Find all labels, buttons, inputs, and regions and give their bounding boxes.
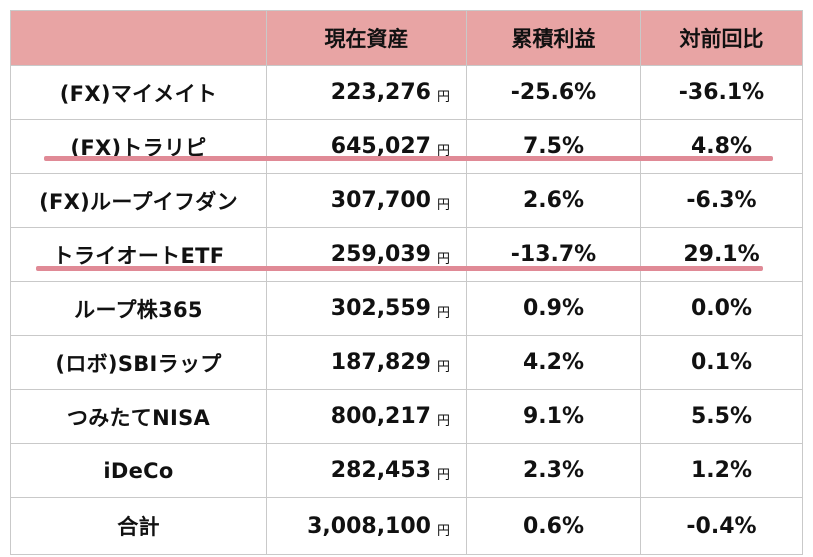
row-vs-previous: -6.3% (640, 173, 803, 228)
asset-value: 645,027 (330, 134, 431, 159)
table-row: トライオートETF 259,039 円 -13.7% 29.1% (10, 227, 803, 282)
row-name: (FX)マイメイト (10, 65, 267, 120)
row-vs-previous: 0.0% (640, 281, 803, 336)
yen-unit: 円 (436, 523, 450, 539)
table-row: (ロボ)SBIラップ 187,829 円 4.2% 0.1% (10, 335, 803, 390)
row-name: (FX)ループイフダン (10, 173, 267, 228)
table-row: iDeCo 282,453 円 2.3% 1.2% (10, 443, 803, 498)
asset-value: 3,008,100 (307, 513, 431, 539)
table-row: (FX)ループイフダン 307,700 円 2.6% -6.3% (10, 173, 803, 228)
row-cumulative-profit: 4.2% (466, 335, 641, 390)
row-cumulative-profit: 2.3% (466, 443, 641, 498)
row-current-assets: 800,217 円 (266, 389, 467, 444)
row-vs-previous: 29.1% (640, 227, 803, 282)
yen-unit: 円 (436, 144, 450, 159)
yen-unit: 円 (436, 414, 450, 429)
portfolio-table: 現在資産 累積利益 対前回比 (FX)マイメイト 223,276 円 -25.6% -3… (10, 10, 803, 555)
total-row: 合計 3,008,100 円 0.6% -0.4% (10, 497, 803, 555)
row-current-assets: 187,829 円 (266, 335, 467, 390)
row-cumulative-profit: 0.6% (466, 497, 641, 555)
row-cumulative-profit: 9.1% (466, 389, 641, 444)
row-vs-previous: -0.4% (640, 497, 803, 555)
header-row: 現在資産 累積利益 対前回比 (10, 10, 803, 66)
asset-value: 259,039 (330, 242, 431, 267)
header-current-assets: 現在資産 (266, 10, 467, 66)
row-name: トライオートETF (10, 227, 267, 282)
asset-value: 307,700 (330, 188, 431, 213)
table-row: (FX)トラリピ 645,027 円 7.5% 4.8% (10, 119, 803, 174)
row-current-assets: 645,027 円 (266, 119, 467, 174)
row-current-assets: 302,559 円 (266, 281, 467, 336)
asset-value: 282,453 (330, 458, 431, 483)
table-row: つみたてNISA 800,217 円 9.1% 5.5% (10, 389, 803, 444)
row-vs-previous: 4.8% (640, 119, 803, 174)
yen-unit: 円 (436, 252, 450, 267)
row-current-assets: 282,453 円 (266, 443, 467, 498)
row-current-assets: 223,276 円 (266, 65, 467, 120)
asset-value: 800,217 (330, 404, 431, 429)
yen-unit: 円 (436, 468, 450, 483)
row-cumulative-profit: 0.9% (466, 281, 641, 336)
row-cumulative-profit: -13.7% (466, 227, 641, 282)
header-cumulative-profit: 累積利益 (466, 10, 641, 66)
row-vs-previous: 5.5% (640, 389, 803, 444)
row-name: (ロボ)SBIラップ (10, 335, 267, 390)
row-vs-previous: -36.1% (640, 65, 803, 120)
asset-value: 302,559 (330, 296, 431, 321)
underline-triauto-etf (36, 266, 763, 271)
asset-value: 223,276 (330, 80, 431, 105)
row-name: ループ株365 (10, 281, 267, 336)
yen-unit: 円 (436, 90, 450, 105)
row-current-assets: 259,039 円 (266, 227, 467, 282)
row-name: (FX)トラリピ (10, 119, 267, 174)
table-row: (FX)マイメイト 223,276 円 -25.6% -36.1% (10, 65, 803, 120)
row-vs-previous: 1.2% (640, 443, 803, 498)
yen-unit: 円 (436, 198, 450, 213)
yen-unit: 円 (436, 360, 450, 375)
header-vs-previous: 対前回比 (640, 10, 803, 66)
row-current-assets: 3,008,100 円 (266, 497, 467, 555)
table-row: ループ株365 302,559 円 0.9% 0.0% (10, 281, 803, 336)
row-current-assets: 307,700 円 (266, 173, 467, 228)
row-vs-previous: 0.1% (640, 335, 803, 390)
row-cumulative-profit: 7.5% (466, 119, 641, 174)
row-name: 合計 (10, 497, 267, 555)
underline-toraripi (44, 156, 773, 161)
row-cumulative-profit: 2.6% (466, 173, 641, 228)
row-name: つみたてNISA (10, 389, 267, 444)
row-cumulative-profit: -25.6% (466, 65, 641, 120)
yen-unit: 円 (436, 306, 450, 321)
asset-value: 187,829 (330, 350, 431, 375)
header-blank (10, 10, 267, 66)
row-name: iDeCo (10, 443, 267, 498)
